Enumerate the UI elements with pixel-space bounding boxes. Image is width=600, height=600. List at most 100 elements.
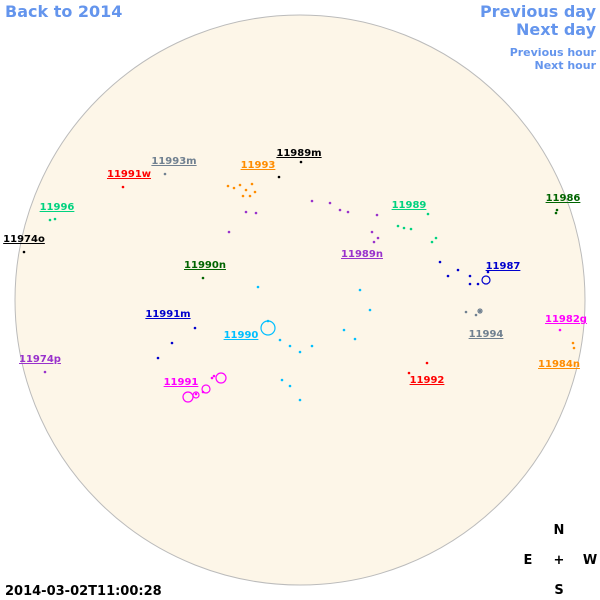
region-label[interactable]: 11989 <box>392 200 427 211</box>
sunspot <box>474 313 478 317</box>
sunspot <box>170 341 174 345</box>
region-label[interactable]: 11996 <box>40 202 75 213</box>
back-link[interactable]: Back to 2014 <box>5 2 122 21</box>
sunspot <box>464 310 468 314</box>
sunspot <box>486 270 490 274</box>
region-label[interactable]: 11991w <box>107 169 151 180</box>
sunspot <box>396 224 400 228</box>
sunspot <box>434 236 438 240</box>
sunspot <box>277 175 281 179</box>
sunspot <box>376 236 380 240</box>
sunspot <box>456 268 460 272</box>
sunspot <box>446 274 450 278</box>
compass-east: E <box>524 553 533 568</box>
sunspot <box>121 185 125 189</box>
region-label[interactable]: 11982g <box>545 314 587 325</box>
sunspot <box>163 172 167 176</box>
region-label[interactable]: 11992 <box>410 375 445 386</box>
sunspot <box>558 328 562 332</box>
region-label[interactable]: 11987 <box>486 261 521 272</box>
sunspot <box>201 276 205 280</box>
sunspot <box>212 374 216 378</box>
sunspot <box>299 160 303 164</box>
sunspot <box>468 282 472 286</box>
solar-disc <box>14 14 586 586</box>
sunspot-outline <box>192 391 200 399</box>
next-day-link[interactable]: Next day <box>516 20 597 39</box>
sunspot <box>328 201 332 205</box>
sunspot <box>244 188 248 192</box>
sunspot <box>22 250 26 254</box>
sunspot <box>476 282 480 286</box>
sunspot <box>254 211 258 215</box>
sunspot <box>278 338 282 342</box>
sunspot <box>402 226 406 230</box>
region-label[interactable]: 11990 <box>224 330 259 341</box>
region-label[interactable]: 11991m <box>145 309 190 320</box>
sunspot <box>310 199 314 203</box>
timestamp: 2014-03-02T11:00:28 <box>5 584 162 599</box>
region-label[interactable]: 11989m <box>276 148 321 159</box>
sunspot <box>280 378 284 382</box>
region-label[interactable]: 11989n <box>341 249 383 260</box>
sunspot <box>425 361 429 365</box>
sunspot <box>250 182 254 186</box>
sunspot <box>226 184 230 188</box>
sunspot <box>478 309 482 313</box>
sunspot <box>232 186 236 190</box>
compass-north: N <box>554 523 565 538</box>
region-label[interactable]: 11993 <box>241 160 276 171</box>
sunspot-outline <box>182 391 194 403</box>
sunspot <box>310 344 314 348</box>
sunspot-outline <box>481 275 491 285</box>
sunspot <box>555 208 559 212</box>
sunspot-outline <box>201 384 211 394</box>
sunspot <box>256 285 260 289</box>
region-label[interactable]: 11986 <box>546 193 581 204</box>
sunspot <box>53 217 57 221</box>
region-label[interactable]: 11984n <box>538 359 580 370</box>
sunspot <box>426 212 430 216</box>
sunspot <box>554 211 558 215</box>
sunspot <box>571 341 575 345</box>
region-label[interactable]: 11994 <box>469 329 504 340</box>
sunspot <box>156 356 160 360</box>
sunspot <box>248 194 252 198</box>
sunspot <box>253 190 257 194</box>
sunspot <box>210 376 214 380</box>
sunspot <box>193 326 197 330</box>
sunspot <box>238 183 242 187</box>
sunspot <box>370 230 374 234</box>
region-label[interactable]: 11974o <box>3 234 45 245</box>
sunspot <box>241 194 245 198</box>
sunspot <box>48 218 52 222</box>
sunspot <box>298 398 302 402</box>
sunspot <box>407 371 411 375</box>
region-label[interactable]: 11974p <box>19 354 61 365</box>
region-label[interactable]: 11990n <box>184 260 226 271</box>
next-hour-link[interactable]: Next hour <box>535 59 597 72</box>
sunspot <box>338 208 342 212</box>
sunspot <box>288 344 292 348</box>
sunspot <box>244 210 248 214</box>
sunspot <box>194 392 198 396</box>
sunspot <box>288 384 292 388</box>
sunspot <box>468 274 472 278</box>
region-label[interactable]: 11993m <box>151 156 196 167</box>
sunspot <box>227 230 231 234</box>
previous-day-link[interactable]: Previous day <box>480 2 597 21</box>
sunspot <box>298 350 302 354</box>
sunspot-outline <box>477 308 483 314</box>
region-label[interactable]: 11991 <box>164 377 199 388</box>
previous-hour-link[interactable]: Previous hour <box>510 46 597 59</box>
sunspot <box>353 337 357 341</box>
compass-south: S <box>554 583 563 598</box>
compass-west: W <box>583 553 597 568</box>
sunspot <box>368 308 372 312</box>
sunspot-outline <box>215 372 227 384</box>
sunspot-outline <box>260 320 276 336</box>
sunspot <box>438 260 442 264</box>
sunspot <box>358 288 362 292</box>
sunspot <box>409 227 413 231</box>
